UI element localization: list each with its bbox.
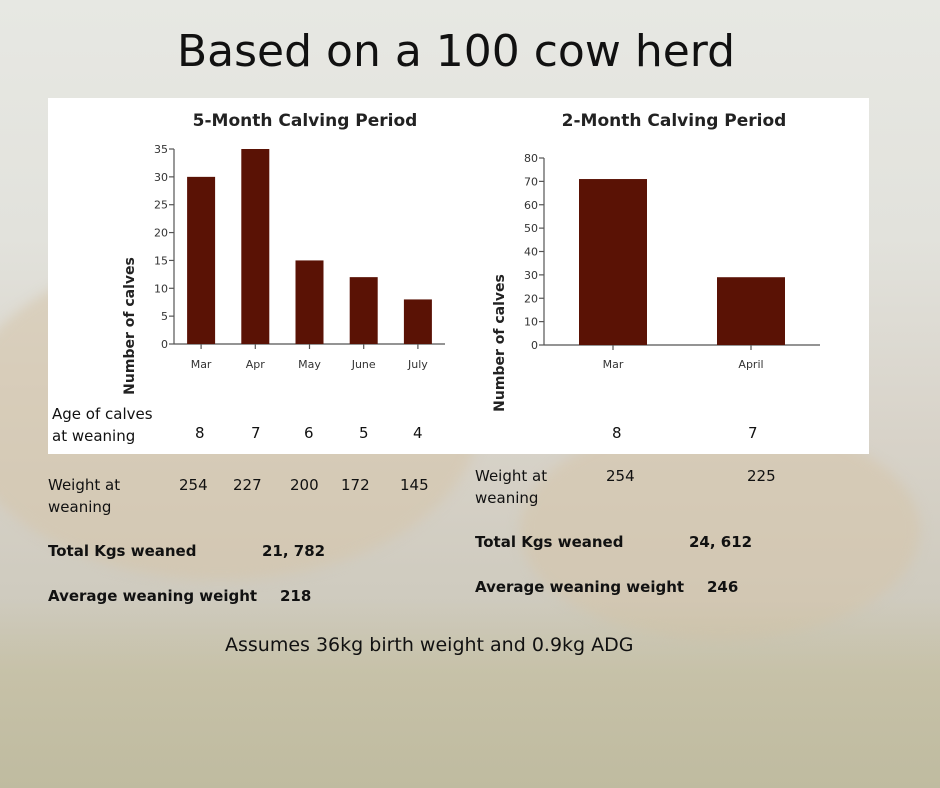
y-tick-label: 60	[524, 199, 538, 212]
weight-value-2m-april: 225	[747, 467, 776, 485]
bar-june	[349, 277, 378, 344]
x-tick-label: Mar	[191, 358, 212, 371]
y-tick-label: 30	[524, 269, 538, 282]
total-kgs-value-right: 24, 612	[689, 533, 753, 551]
x-tick-label: July	[407, 358, 428, 371]
bar-mar	[579, 179, 647, 345]
x-tick-label: May	[298, 358, 321, 371]
bar-mar	[187, 176, 216, 344]
assumptions-note: Assumes 36kg birth weight and 0.9kg ADG	[225, 634, 634, 656]
y-tick-label: 70	[524, 175, 538, 188]
y-tick-label: 10	[154, 282, 168, 295]
x-tick-label: Apr	[246, 358, 266, 371]
avg-weight-value-left: 218	[280, 587, 312, 605]
y-tick-label: 15	[154, 254, 168, 267]
chart-title-2-month: 2-Month Calving Period	[562, 111, 787, 131]
y-tick-label: 40	[524, 246, 538, 259]
page-title: Based on a 100 cow herd	[176, 26, 736, 77]
avg-weight-value-right: 246	[707, 578, 739, 596]
chart-panel: 5-Month Calving Period Number of calves …	[48, 98, 869, 454]
y-tick-label: 30	[154, 171, 168, 184]
y-tick-label: 5	[161, 310, 168, 323]
chart-2-month: 2-Month Calving Period Number of calves …	[492, 111, 820, 412]
weight-value-may: 200	[290, 476, 319, 494]
weight-value-june: 172	[341, 476, 370, 494]
weight-value-july: 145	[400, 476, 429, 494]
age-label: Age of calves at weaning	[52, 405, 153, 445]
age-value-may: 6	[304, 424, 314, 442]
y-tick-label: 0	[161, 338, 168, 351]
chart-5-month: 5-Month Calving Period Number of calves …	[122, 111, 445, 395]
y-tick-label: 0	[531, 339, 538, 352]
y-tick-label: 80	[524, 152, 538, 165]
age-value-apr: 7	[251, 424, 261, 442]
bar-april	[717, 277, 785, 345]
y-axis-label-2-month: Number of calves	[492, 274, 508, 412]
age-value-july: 4	[413, 424, 423, 442]
x-tick-label: Mar	[603, 358, 624, 371]
y-tick-label: 10	[524, 316, 538, 329]
age-value-june: 5	[359, 424, 369, 442]
total-kgs-label-right: Total Kgs weaned	[475, 533, 624, 551]
charts-svg: 5-Month Calving Period Number of calves …	[122, 111, 820, 412]
total-kgs-label-left: Total Kgs weaned	[48, 542, 197, 560]
weight-label-right: Weight at weaning	[475, 467, 548, 507]
age-value-2m-april: 7	[748, 424, 758, 442]
weight-value-mar: 254	[179, 476, 208, 494]
total-kgs-value-left: 21, 782	[262, 542, 326, 560]
y-tick-label: 20	[154, 227, 168, 240]
weight-value-2m-mar: 254	[606, 467, 635, 485]
age-value-mar: 8	[195, 424, 205, 442]
bar-july	[403, 299, 432, 344]
y-axis-label-5-month: Number of calves	[122, 257, 138, 395]
weight-label-left: Weight at weaning	[48, 476, 121, 516]
y-tick-label: 50	[524, 222, 538, 235]
y-tick-label: 35	[154, 143, 168, 156]
avg-weight-label-left: Average weaning weight	[48, 587, 258, 605]
age-value-2m-mar: 8	[612, 424, 622, 442]
weight-value-apr: 227	[233, 476, 262, 494]
x-tick-label: June	[351, 358, 376, 371]
grass-foreground	[0, 598, 940, 788]
y-tick-label: 20	[524, 292, 538, 305]
x-tick-label: April	[738, 358, 763, 371]
bar-may	[295, 260, 324, 344]
y-tick-label: 25	[154, 199, 168, 212]
avg-weight-label-right: Average weaning weight	[475, 578, 685, 596]
chart-title-5-month: 5-Month Calving Period	[193, 111, 418, 131]
bar-apr	[241, 149, 270, 344]
